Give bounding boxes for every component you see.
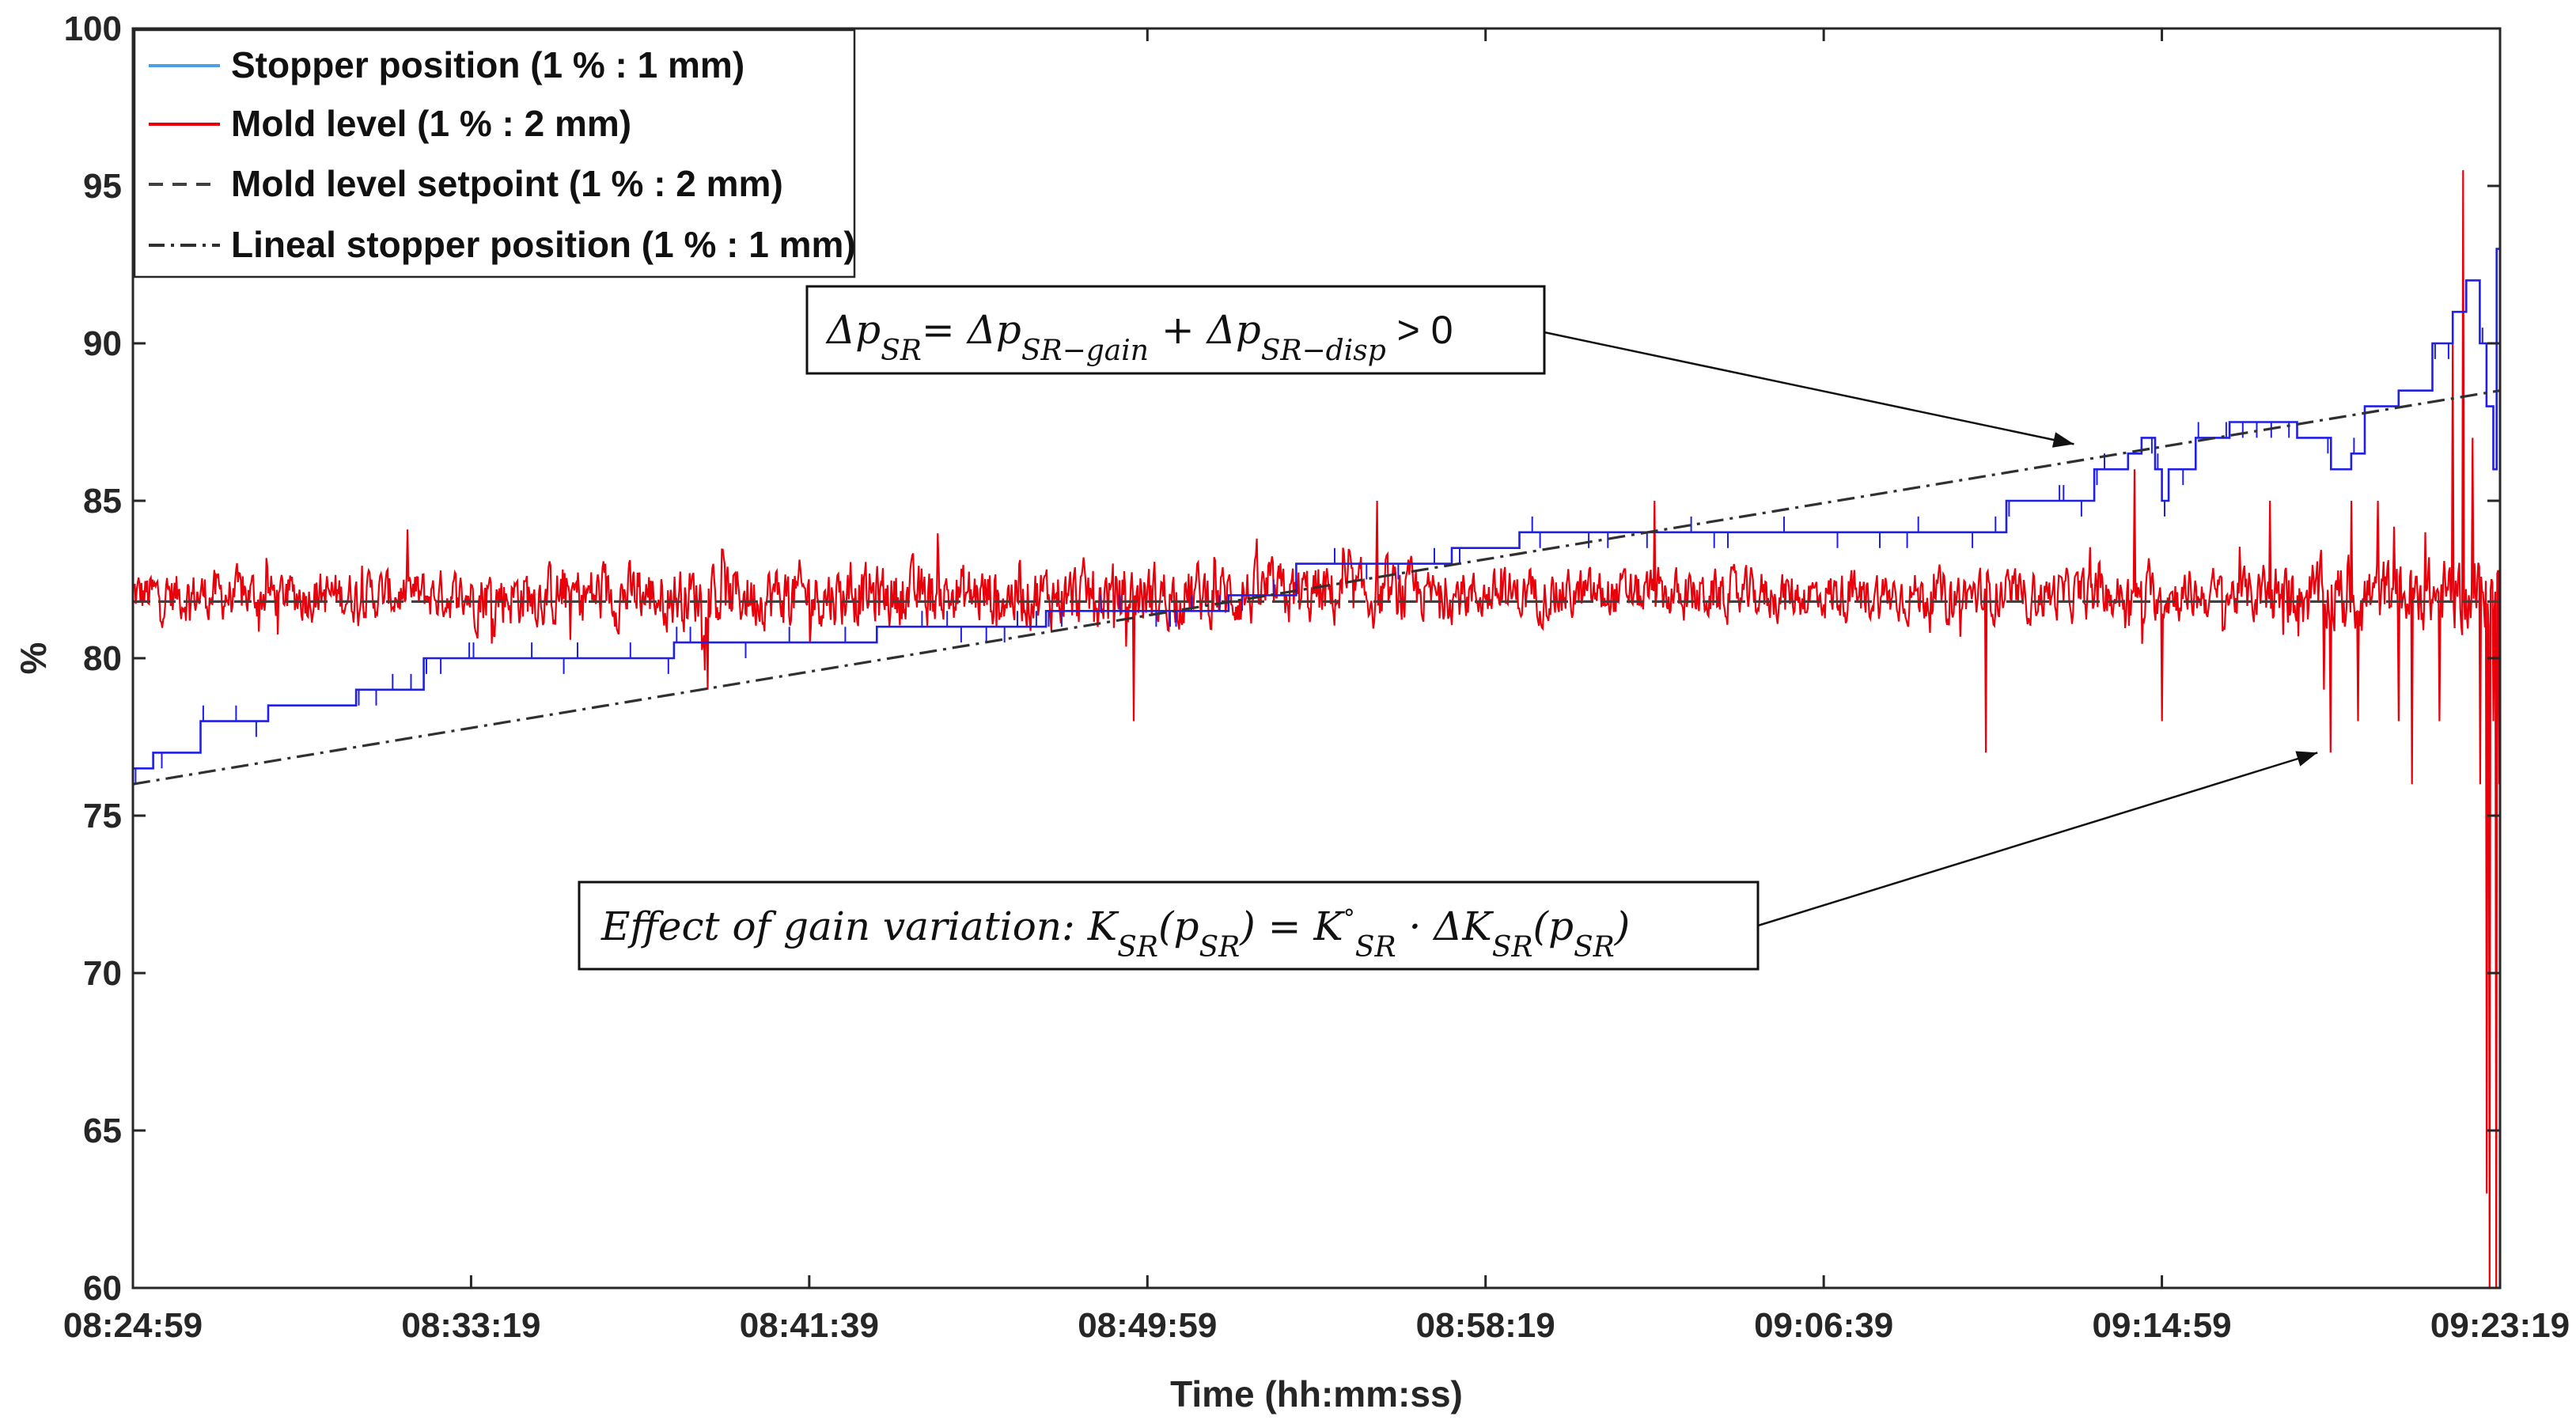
- y-tick-label-70: 70: [83, 954, 122, 993]
- legend: Stopper position (1 % : 1 mm) Mold level…: [133, 28, 856, 278]
- y-tick-label-85: 85: [83, 482, 122, 521]
- annotation-gain-variation: Effect of gain variation: KSR(pSR) = K°S…: [578, 751, 2318, 971]
- x-tick-label-2: 08:41:39: [740, 1306, 879, 1345]
- annotation-1-text: ΔpSR= ΔpSR−gain + ΔpSR−disp > 0: [825, 307, 1453, 367]
- y-tick-label-75: 75: [83, 797, 122, 835]
- y-tick-label-95: 95: [83, 167, 122, 206]
- legend-entry-mold-level: Mold level (1 % : 2 mm): [231, 103, 631, 144]
- annotation-1-arrowhead: [2051, 432, 2074, 448]
- series-stopper-position: [133, 186, 2502, 770]
- y-tick-label-90: 90: [83, 324, 122, 363]
- annotation-2-arrowhead: [2295, 751, 2318, 767]
- x-tick-label-1: 08:33:19: [401, 1306, 540, 1345]
- annotation-2-box: [578, 881, 1760, 971]
- x-tick-label-4: 08:58:19: [1416, 1306, 1555, 1345]
- series-lineal-stopper: [132, 389, 2501, 786]
- annotation-1-arrow: [1544, 331, 2074, 445]
- legend-entry-stopper: Stopper position (1 % : 1 mm): [231, 44, 744, 85]
- legend-entry-setpoint: Mold level setpoint (1 % : 2 mm): [231, 163, 783, 204]
- series-stopper-dither: [134, 328, 2483, 785]
- annotation-delta-p: ΔpSR= ΔpSR−gain + ΔpSR−disp > 0: [805, 285, 2074, 448]
- x-tick-label-5: 09:06:39: [1754, 1306, 1893, 1345]
- y-tick-label-80: 80: [83, 639, 122, 678]
- y-tick-label-100: 100: [64, 9, 122, 48]
- legend-entry-lineal: Lineal stopper position (1 % : 1 mm): [231, 224, 856, 265]
- x-axis-title: Time (hh:mm:ss): [1170, 1373, 1463, 1415]
- legend-box: [133, 28, 856, 278]
- x-tick-label-6: 09:14:59: [2093, 1306, 2232, 1345]
- y-tick-label-65: 65: [83, 1112, 122, 1150]
- x-tick-label-3: 08:49:59: [1078, 1306, 1217, 1345]
- ticks: 60 65 70 75 80 85 90 95 100 08:24:59 08:33:19 08:41…: [63, 9, 2570, 1345]
- annotation-1-box: [805, 285, 1546, 375]
- x-tick-label-7: 09:23:19: [2430, 1306, 2570, 1345]
- annotation-2-arrow: [1757, 752, 2318, 927]
- annotation-2-text: Effect of gain variation: KSR(pSR) = K°S…: [600, 903, 1630, 964]
- y-tick-label-60: 60: [83, 1269, 122, 1308]
- x-tick-label-0: 08:24:59: [63, 1306, 203, 1345]
- series-mold-level: [132, 170, 2500, 1289]
- y-axis-title: %: [13, 642, 54, 675]
- series-layer: [132, 170, 2502, 1289]
